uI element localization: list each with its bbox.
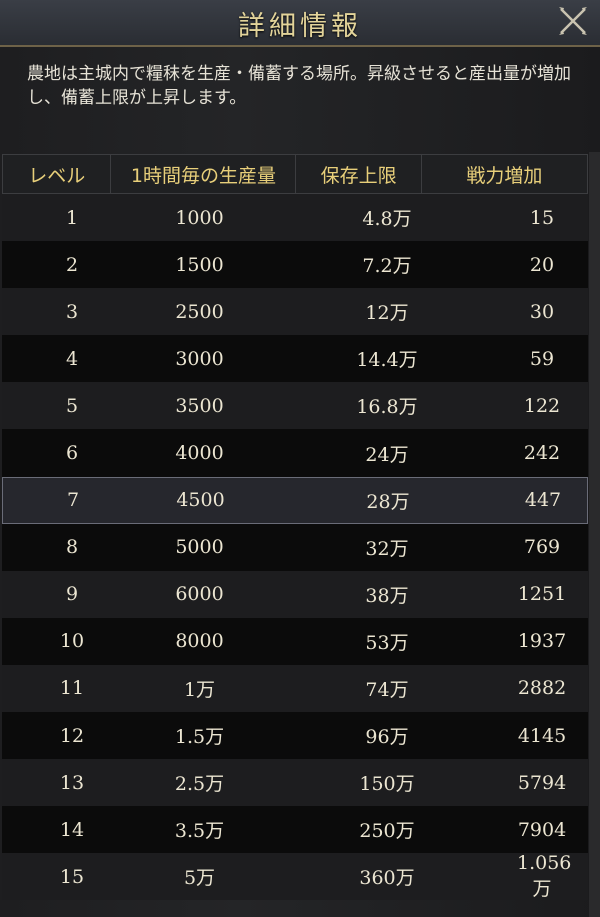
- level-cell: 14: [59, 818, 85, 841]
- table-row[interactable]: 9 6000 38万 1251: [2, 570, 588, 618]
- power-cell: 1937: [517, 630, 567, 653]
- level-cell: 13: [59, 771, 85, 794]
- level-cell: 3: [65, 300, 79, 323]
- production-cell: 5万: [183, 867, 216, 890]
- power-cell: 242: [523, 442, 561, 465]
- storage-cell: 250万: [359, 820, 415, 843]
- storage-cell: 150万: [359, 773, 415, 796]
- production-cell: 1500: [175, 253, 224, 276]
- column-header-production: 1時間毎の生産量: [111, 155, 297, 193]
- level-cell: 6: [65, 442, 79, 465]
- production-cell: 8000: [175, 630, 224, 653]
- table-row[interactable]: 7 4500 28万 447: [2, 476, 588, 524]
- production-cell: 6000: [175, 583, 224, 606]
- level-cell: 7: [66, 489, 80, 512]
- storage-cell: 24万: [365, 443, 409, 466]
- title-bar: 詳細情報: [0, 0, 600, 47]
- power-cell: 30: [529, 300, 555, 323]
- production-cell: 3.5万: [174, 820, 225, 843]
- power-cell: 2882: [517, 677, 567, 700]
- table-row[interactable]: 2 1500 7.2万 20: [2, 241, 588, 289]
- power-cell: 59: [529, 347, 555, 370]
- storage-cell: 12万: [365, 302, 409, 325]
- table-row[interactable]: 15 5万 360万 1.056万: [2, 852, 588, 901]
- table-header: レベル 1時間毎の生産量 保存上限 戦力増加: [2, 154, 588, 194]
- table-row[interactable]: 3 2500 12万 30: [2, 288, 588, 336]
- level-cell: 5: [65, 394, 79, 417]
- table-row[interactable]: 8 5000 32万 769: [2, 523, 588, 571]
- level-cell: 1: [65, 206, 79, 229]
- column-header-power: 戦力増加: [466, 164, 543, 187]
- level-cell: 11: [59, 677, 85, 700]
- storage-cell: 16.8万: [356, 396, 418, 419]
- table-row[interactable]: 4 3000 14.4万 59: [2, 335, 588, 383]
- production-cell: 4500: [176, 489, 225, 512]
- storage-cell: 53万: [365, 631, 409, 654]
- storage-cell: 360万: [359, 867, 415, 890]
- level-table: レベル 1時間毎の生産量 保存上限 戦力増加 1 1000 4.8万 15 2 1500 7…: [2, 154, 588, 901]
- production-cell: 3500: [175, 394, 224, 417]
- storage-cell: 7.2万: [362, 255, 412, 278]
- table-row[interactable]: 6 4000 24万 242: [2, 429, 588, 477]
- table-row[interactable]: 5 3500 16.8万 122: [2, 382, 588, 430]
- level-cell: 12: [59, 724, 85, 747]
- table-row[interactable]: 10 8000 53万 1937: [2, 617, 588, 665]
- power-cell: 15: [529, 206, 555, 229]
- production-cell: 3000: [175, 347, 224, 370]
- level-cell: 2: [65, 253, 79, 276]
- power-cell: 7904: [517, 818, 567, 841]
- column-header-storage: 保存上限: [296, 155, 422, 193]
- table-row[interactable]: 1 1000 4.8万 15: [2, 194, 588, 242]
- power-cell: 20: [529, 253, 555, 276]
- level-cell: 4: [65, 347, 79, 370]
- storage-cell: 74万: [365, 678, 409, 701]
- production-cell: 5000: [175, 536, 224, 559]
- description-text: 農地は主城内で糧秣を生産・備蓄する場所。昇級させると産出量が増加し、備蓄上限が上…: [27, 64, 571, 108]
- table-row[interactable]: 12 1.5万 96万 4145: [2, 712, 588, 760]
- storage-cell: 14.4万: [356, 349, 418, 372]
- storage-cell: 4.8万: [362, 208, 412, 231]
- production-cell: 2500: [175, 300, 224, 323]
- table-body: 1 1000 4.8万 15 2 1500 7.2万 20 3 2500 12万 30 4 3000 14.…: [2, 194, 588, 901]
- level-cell: 9: [65, 583, 79, 606]
- level-cell: 10: [59, 630, 85, 653]
- production-cell: 1万: [183, 678, 216, 701]
- table-row[interactable]: 11 1万 74万 2882: [2, 664, 588, 713]
- production-cell: 1000: [175, 206, 224, 229]
- level-cell: 8: [65, 536, 79, 559]
- power-cell: 1.056万: [517, 852, 572, 901]
- column-header-level: レベル: [3, 155, 112, 193]
- close-icon[interactable]: [556, 4, 590, 38]
- power-cell: 122: [523, 394, 561, 417]
- power-cell: 447: [524, 489, 562, 512]
- storage-cell: 38万: [365, 584, 409, 607]
- table-row[interactable]: 14 3.5万 250万 7904: [2, 806, 588, 854]
- power-cell: 769: [523, 536, 561, 559]
- production-cell: 4000: [175, 442, 224, 465]
- level-cell: 15: [59, 865, 85, 888]
- table-row[interactable]: 13 2.5万 150万 5794: [2, 759, 588, 807]
- scrollbar[interactable]: [589, 152, 600, 917]
- production-cell: 2.5万: [174, 773, 225, 796]
- power-cell: 5794: [517, 771, 567, 794]
- storage-cell: 32万: [365, 537, 409, 560]
- storage-cell: 96万: [365, 726, 409, 749]
- power-cell: 4145: [517, 724, 567, 747]
- production-cell: 1.5万: [174, 726, 225, 749]
- dialog-title: 詳細情報: [238, 11, 362, 42]
- storage-cell: 28万: [366, 490, 410, 513]
- power-cell: 1251: [517, 583, 567, 606]
